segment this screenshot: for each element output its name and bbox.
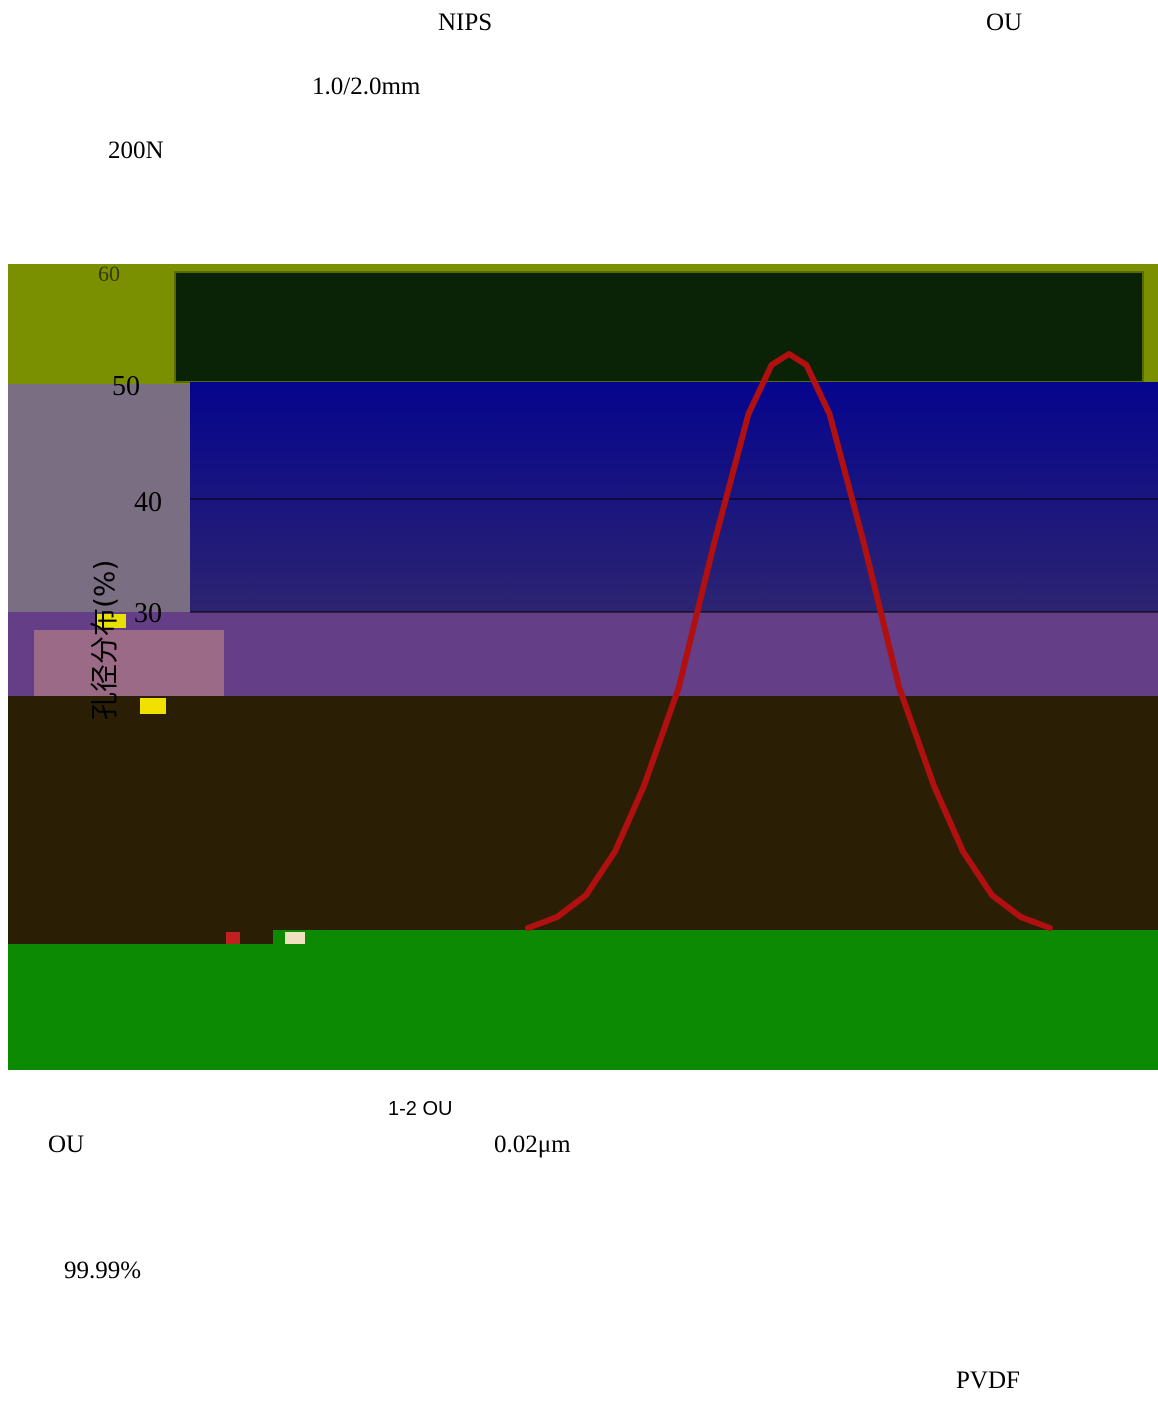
band-dark-olive bbox=[8, 696, 1158, 932]
y-tick-label: 50 bbox=[112, 371, 140, 402]
band-grey bbox=[8, 384, 190, 628]
line4-pore-size: 0.02μm bbox=[494, 1131, 571, 1158]
glitch-block-1 bbox=[96, 614, 126, 628]
y-tick-label: 30 bbox=[134, 598, 162, 629]
y-tick-label: 40 bbox=[134, 487, 162, 518]
garbled-tick-label: 60 bbox=[98, 261, 120, 286]
line4-term-a: OU bbox=[48, 1131, 85, 1158]
band-mauve bbox=[34, 630, 224, 698]
line6-material: PVDF bbox=[956, 1367, 1020, 1394]
y-axis-label: 孔径分布(%) bbox=[88, 560, 121, 720]
pore-size-curve bbox=[525, 351, 1053, 931]
band-blue bbox=[190, 382, 1158, 614]
line3-force: 200N bbox=[108, 137, 164, 164]
line5-rate: 99.99% bbox=[64, 1257, 142, 1284]
line2-spec: 1.0/2.0mm bbox=[312, 73, 421, 100]
line1-term-b: OU bbox=[986, 9, 1023, 36]
glitch-block-2 bbox=[226, 932, 240, 944]
glitch-yellow bbox=[140, 698, 166, 714]
glitch-dark-strip bbox=[8, 930, 273, 944]
figure-caption: 1-2 OU bbox=[388, 1098, 453, 1120]
line1-term-a: NIPS bbox=[438, 9, 493, 36]
band-dark-green bbox=[174, 271, 1144, 383]
glitch-block-3 bbox=[285, 932, 305, 944]
band-green bbox=[8, 930, 1158, 1070]
